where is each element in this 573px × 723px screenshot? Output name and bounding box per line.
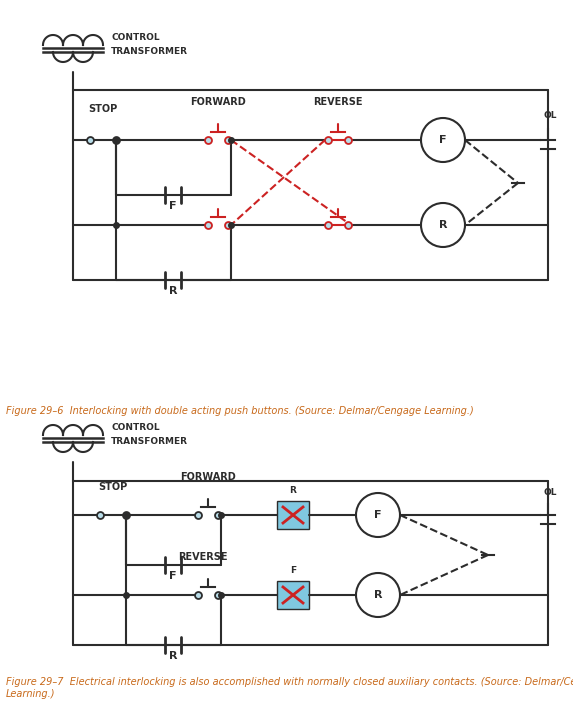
Text: REVERSE: REVERSE (178, 552, 227, 562)
Text: OL: OL (543, 488, 557, 497)
Text: R: R (439, 220, 448, 230)
Text: F: F (169, 571, 176, 581)
Text: TRANSFORMER: TRANSFORMER (111, 437, 188, 445)
Text: R: R (169, 651, 177, 661)
Text: R: R (169, 286, 177, 296)
Text: CONTROL: CONTROL (111, 422, 160, 432)
Text: STOP: STOP (99, 482, 128, 492)
Text: Figure 29–7  Electrical interlocking is also accomplished with normally closed a: Figure 29–7 Electrical interlocking is a… (6, 677, 573, 699)
Text: REVERSE: REVERSE (313, 97, 363, 107)
Text: F: F (290, 566, 296, 575)
Text: CONTROL: CONTROL (111, 33, 160, 41)
Text: TRANSFORMER: TRANSFORMER (111, 46, 188, 56)
Text: FORWARD: FORWARD (190, 97, 246, 107)
Text: R: R (289, 486, 296, 495)
FancyBboxPatch shape (277, 501, 309, 529)
Text: F: F (439, 135, 447, 145)
Text: F: F (169, 201, 176, 211)
Text: Figure 29–6  Interlocking with double acting push buttons. (Source: Delmar/Cenga: Figure 29–6 Interlocking with double act… (6, 406, 473, 416)
Text: R: R (374, 590, 382, 600)
Text: F: F (374, 510, 382, 520)
FancyBboxPatch shape (277, 581, 309, 609)
Text: FORWARD: FORWARD (180, 472, 236, 482)
Text: STOP: STOP (88, 104, 117, 114)
Text: OL: OL (543, 111, 557, 120)
